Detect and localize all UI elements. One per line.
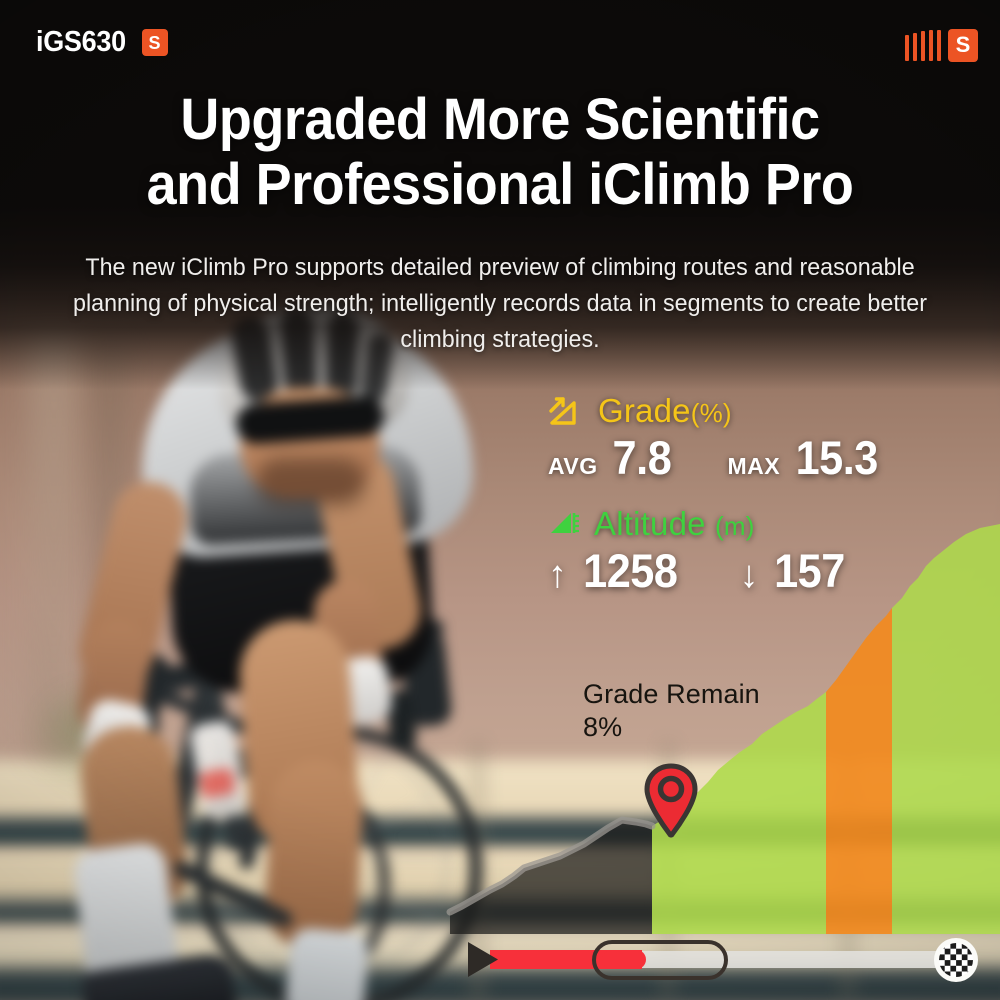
progress-cursor-box[interactable] [592,940,728,980]
grade-title-text: Grade [598,392,691,429]
metrics-panel: Grade(%) AVG 7.8 MAX 15.3 [548,392,968,594]
grade-avg-label: AVG [548,453,598,479]
descent-arrow-icon: ↓ [739,554,759,596]
altitude-descent-value: 157 [773,544,845,597]
checkered-flag-icon[interactable] [934,938,978,982]
cyclist-photo-subject [0,297,520,1000]
map-pin-icon [644,763,698,838]
ascent-arrow-icon: ↑ [548,554,567,596]
progress-svg[interactable] [462,936,982,984]
altitude-metric-group: Altitude (m) ↑ 1258 ↓ 157 [548,505,968,594]
chart-segment-green-2 [892,524,1000,934]
signal-bars-icon [905,29,941,61]
chart-completed-outline [446,816,656,916]
chart-segment-completed [450,820,652,934]
grade-title: Grade(%) [598,392,732,430]
model-s-badge: S [141,29,168,56]
altitude-title: Altitude (m) [594,505,755,543]
grade-unit: (%) [690,398,732,428]
product-model-logo: iGS630 S [36,26,168,59]
title-line-2: and Professional iClimb Pro [146,151,854,217]
grade-remain-label: Grade Remain [583,679,760,709]
grade-remain-annotation: Grade Remain 8% [583,678,760,744]
model-label: iGS630 [36,26,126,58]
brand-s-badge: S [948,28,978,62]
play-triangle-icon[interactable] [468,942,498,977]
slope-arrow-icon [549,397,576,425]
chart-segment-green-1 [652,692,826,934]
grade-metric-group: Grade(%) AVG 7.8 MAX 15.3 [548,392,968,481]
hero-description: The new iClimb Pro supports detailed pre… [73,254,927,353]
elevation-profile-chart [440,520,1000,940]
chart-segment-orange [826,608,892,934]
grade-max-value: 15.3 [795,431,879,484]
progress-cursor-tip [602,950,646,969]
grade-remain-value: 8% [583,711,623,742]
grade-avg-value: 7.8 [612,431,671,484]
elevation-chart-svg [446,524,1000,934]
route-progress-bar[interactable] [462,936,982,984]
title-line-1: Upgraded More Scientific [180,87,820,152]
altitude-ascent-value: 1258 [583,544,678,597]
grade-max-label: MAX [727,453,781,479]
header-bar: iGS630 S S [0,0,1000,80]
altitude-unit: (m) [715,511,755,541]
brand-logo: S [905,28,978,62]
altitude-triangle-icon [551,513,579,533]
top-gradient-overlay [0,0,1000,390]
altitude-title-text: Altitude [594,505,706,542]
page-title: Upgraded More Scientific and Professiona… [35,87,965,218]
